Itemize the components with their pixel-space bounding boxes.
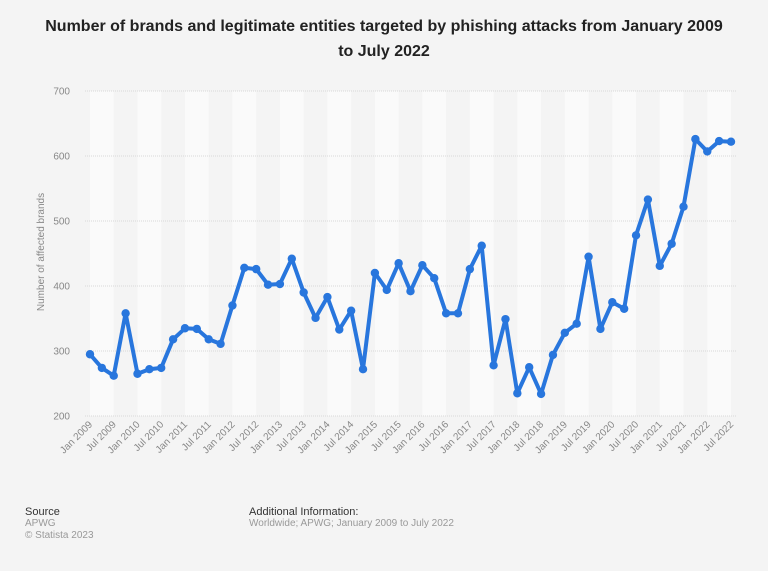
background-band <box>564 91 589 416</box>
background-band <box>327 91 352 416</box>
data-point[interactable] <box>121 309 130 318</box>
data-point[interactable] <box>263 280 273 289</box>
data-point[interactable] <box>216 339 225 349</box>
background-bands <box>90 91 731 416</box>
data-point[interactable] <box>441 309 451 318</box>
y-axis-ticks: 200 300 400 500 600 700 <box>53 87 70 423</box>
data-point[interactable] <box>204 335 213 344</box>
data-point[interactable] <box>465 264 475 274</box>
data-point[interactable] <box>608 298 617 307</box>
data-point[interactable] <box>192 324 202 334</box>
data-point[interactable] <box>85 350 95 359</box>
background-band <box>659 91 684 416</box>
source-heading: Source <box>25 506 60 518</box>
data-point[interactable] <box>501 314 510 324</box>
data-point[interactable] <box>406 287 415 296</box>
additional-info-block: Additional Information: Worldwide; APWG;… <box>249 506 454 530</box>
y-tick-label: 500 <box>53 217 70 228</box>
info-text: Worldwide; APWG; January 2009 to July 20… <box>249 518 454 529</box>
data-point[interactable] <box>667 239 676 248</box>
data-point[interactable] <box>346 306 356 315</box>
data-point[interactable] <box>679 202 688 211</box>
data-point[interactable] <box>370 268 380 278</box>
gridlines <box>85 90 737 417</box>
data-point[interactable] <box>691 134 700 144</box>
data-point[interactable] <box>180 324 190 333</box>
data-point[interactable] <box>525 363 534 372</box>
y-tick-label: 200 <box>53 412 70 423</box>
background-band <box>517 91 542 416</box>
background-band <box>422 91 447 416</box>
data-point[interactable] <box>240 263 249 272</box>
series-points <box>85 134 736 399</box>
data-point[interactable] <box>228 301 237 310</box>
data-point[interactable] <box>477 241 486 250</box>
data-point[interactable] <box>251 264 261 274</box>
background-band <box>232 91 257 416</box>
data-point[interactable] <box>430 274 439 283</box>
y-axis-title: Number of affected brands <box>36 193 47 311</box>
chart-title: Number of brands and legitimate entities… <box>45 18 723 60</box>
data-point[interactable] <box>536 389 546 399</box>
source-block: Source APWG © Statista 2023 <box>25 506 94 542</box>
data-point[interactable] <box>323 292 332 302</box>
background-band <box>612 91 637 416</box>
data-point[interactable] <box>358 365 368 374</box>
data-point[interactable] <box>335 325 344 334</box>
info-heading: Additional Information: <box>249 506 359 518</box>
data-point[interactable] <box>572 319 581 328</box>
copyright: © Statista 2023 <box>25 530 94 541</box>
y-tick-label: 700 <box>53 87 70 98</box>
data-point[interactable] <box>311 313 320 323</box>
data-point[interactable] <box>703 147 712 156</box>
background-band <box>374 91 399 416</box>
data-point[interactable] <box>655 261 664 271</box>
source-name[interactable]: APWG <box>25 518 56 529</box>
data-point[interactable] <box>643 195 653 204</box>
data-point[interactable] <box>513 389 522 398</box>
background-band <box>279 91 304 416</box>
background-band <box>90 91 114 416</box>
data-point[interactable] <box>157 363 166 373</box>
data-point[interactable] <box>382 285 391 295</box>
data-point[interactable] <box>109 371 118 380</box>
data-point[interactable] <box>726 137 736 146</box>
data-point[interactable] <box>714 136 724 146</box>
data-point[interactable] <box>560 328 570 337</box>
data-point[interactable] <box>168 335 178 344</box>
data-point[interactable] <box>97 363 107 373</box>
data-point[interactable] <box>145 365 154 374</box>
data-point[interactable] <box>453 309 463 318</box>
y-tick-label: 600 <box>53 152 70 163</box>
y-tick-label: 300 <box>53 347 70 358</box>
background-band <box>184 91 209 416</box>
data-point[interactable] <box>275 279 285 289</box>
data-point[interactable] <box>548 350 558 360</box>
data-point[interactable] <box>299 288 308 297</box>
line-chart: 200 300 400 500 600 700 Number of affected br… <box>36 87 737 456</box>
data-point[interactable] <box>631 231 641 240</box>
data-point[interactable] <box>287 254 296 263</box>
y-tick-label: 400 <box>53 282 70 293</box>
data-point[interactable] <box>596 324 605 334</box>
data-point[interactable] <box>418 261 427 270</box>
data-point[interactable] <box>394 259 403 268</box>
data-point[interactable] <box>619 304 629 313</box>
background-band <box>137 91 162 416</box>
data-point[interactable] <box>584 252 593 261</box>
data-point[interactable] <box>489 361 498 370</box>
background-band <box>707 91 731 416</box>
data-point[interactable] <box>133 369 142 378</box>
